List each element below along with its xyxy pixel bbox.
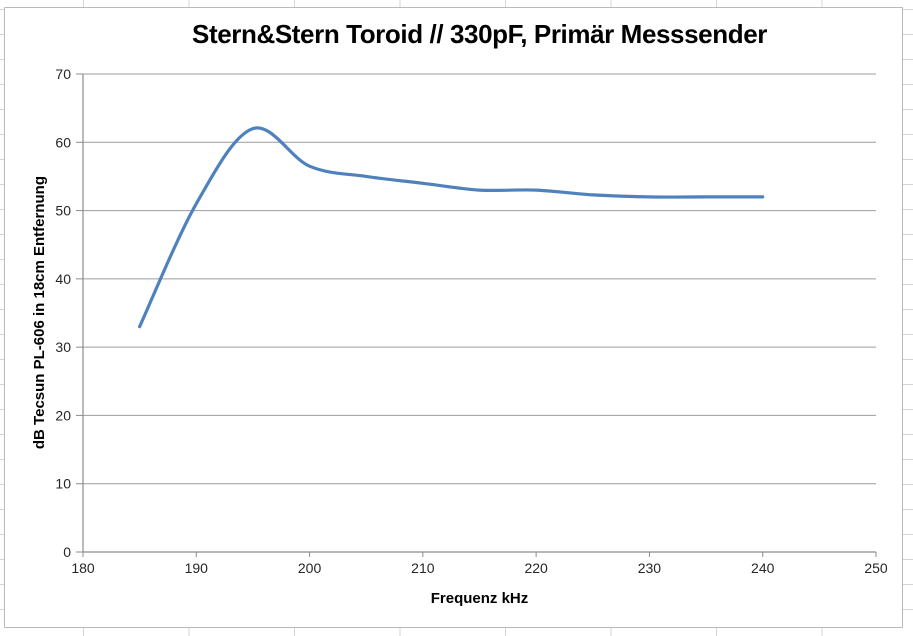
y-tick-label: 40 <box>55 271 71 287</box>
plot-area: 0 10 20 30 40 50 60 70 180 190 200 210 220 230 240 250 <box>55 66 888 576</box>
chart-object[interactable]: 0 10 20 30 40 50 60 70 180 190 200 210 220 230 240 250 … <box>4 7 903 628</box>
y-axis-title: dB Tecsun PL-606 in 18cm Entfernung <box>30 176 48 450</box>
chart-title: Stern&Stern Toroid // 330pF, Primär Mess… <box>192 19 767 49</box>
x-tick-label: 180 <box>71 560 95 576</box>
y-tick-label: 50 <box>55 203 71 219</box>
x-tick-label: 240 <box>751 560 775 576</box>
y-tick-label: 0 <box>63 544 71 560</box>
y-tick-label: 60 <box>55 134 71 150</box>
y-tick-label: 10 <box>55 476 71 492</box>
x-tick-label: 230 <box>638 560 662 576</box>
x-tick-label: 210 <box>411 560 435 576</box>
y-tick-label: 70 <box>55 66 71 82</box>
y-tick-label: 30 <box>55 339 71 355</box>
x-axis-title: Frequenz kHz <box>430 590 529 607</box>
data-series-line[interactable] <box>138 126 765 329</box>
x-tick-label: 250 <box>864 560 888 576</box>
x-tick-label: 220 <box>524 560 548 576</box>
y-axis-title-box: dB Tecsun PL-606 in 18cm Entfernung <box>23 74 55 552</box>
x-tick-label: 200 <box>298 560 322 576</box>
y-tick-label: 20 <box>55 407 71 423</box>
x-tick-label: 190 <box>185 560 209 576</box>
